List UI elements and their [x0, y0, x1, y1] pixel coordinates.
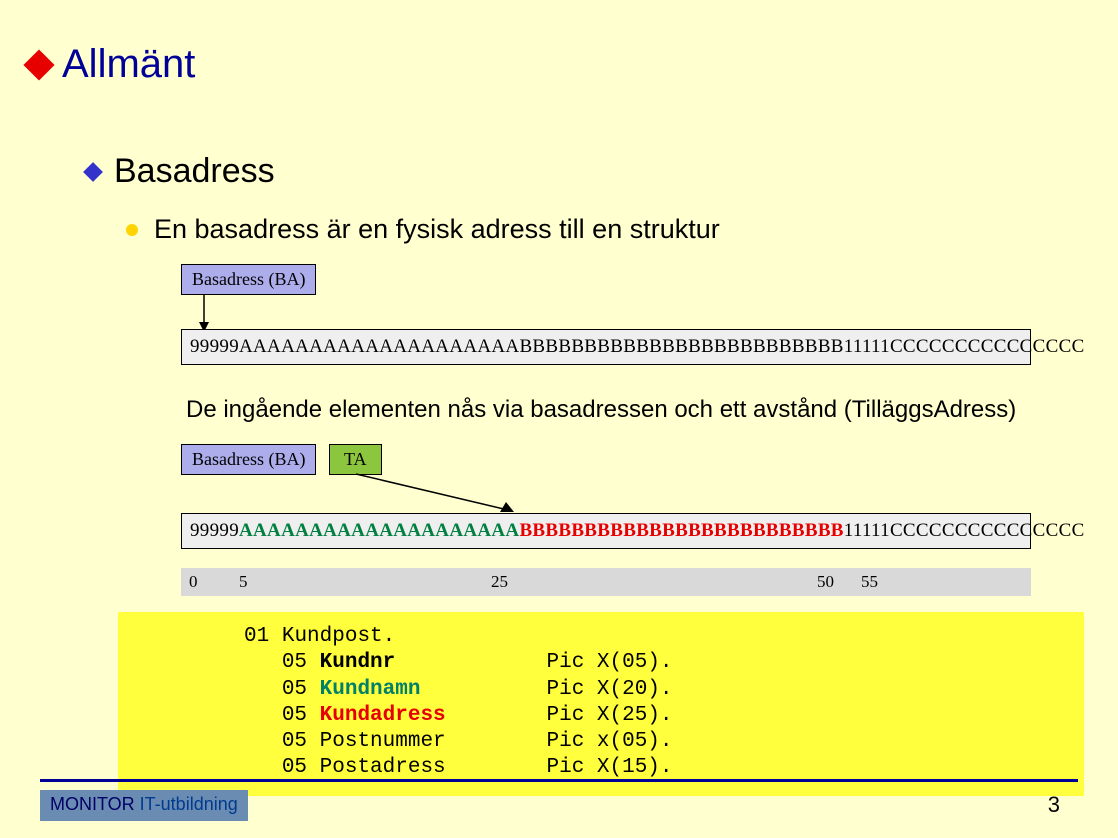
- cobol-l4b: Kundadress: [320, 704, 446, 727]
- footer-brand-2: IT-utbildning: [135, 794, 238, 814]
- bullet-level-1: Basadress: [86, 152, 275, 191]
- offset-ruler: 0 5 25 50 55: [181, 568, 1031, 596]
- footer-rule: [40, 779, 1078, 782]
- cobol-l2c: Pic X(05).: [547, 651, 673, 674]
- page-number: 3: [1048, 792, 1060, 818]
- mem1-seg1: 99999: [190, 336, 239, 357]
- mem1-seg3: BBBBBBBBBBBBBBBBBBBBBBBBB: [519, 336, 843, 357]
- memory-bar-2: 99999AAAAAAAAAAAAAAAAAAAABBBBBBBBBBBBBBB…: [181, 513, 1031, 549]
- arrow-ba-to-memory-icon: [190, 294, 230, 334]
- cobol-l2a: 05: [282, 651, 320, 674]
- mem2-seg3: BBBBBBBBBBBBBBBBBBBBBBBBB: [519, 520, 843, 541]
- mem1-seg4: 11111: [844, 336, 890, 357]
- footer-brand-1: MONITOR: [50, 794, 135, 814]
- mem1-seg5: CCCCCCCCCCCCCCC: [890, 336, 1085, 357]
- cobol-l5a: 05 Postnummer: [282, 730, 446, 753]
- cobol-l4a: 05: [282, 704, 320, 727]
- cobol-l6c: Pic X(15).: [546, 756, 672, 779]
- cobol-l6a: 05 Postadress: [282, 756, 446, 779]
- bullet-1-text: Basadress: [114, 152, 275, 191]
- description-text: De ingående elementen nås via basadresse…: [186, 396, 1016, 424]
- slide: Allmänt Basadress En basadress är en fys…: [0, 0, 1118, 838]
- basadress-box-1: Basadress (BA): [181, 264, 316, 295]
- bullet-2-text: En basadress är en fysisk adress till en…: [154, 214, 720, 245]
- mem2-seg5: CCCCCCCCCCCCCCC: [890, 520, 1085, 541]
- cobol-l3b: Kundnamn: [320, 678, 421, 701]
- ruler-55: 55: [861, 572, 878, 592]
- cobol-code-block: 01 Kundpost. 05 Kundnr Pic X(05). 05 Kun…: [118, 612, 1084, 796]
- dot-yellow-icon: [126, 224, 138, 236]
- mem2-seg4: 11111: [844, 520, 890, 541]
- slide-title: Allmänt: [62, 42, 195, 87]
- slide-title-row: Allmänt: [28, 42, 195, 87]
- cobol-l5c: Pic x(05).: [546, 730, 672, 753]
- diamond-blue-icon: [83, 162, 103, 182]
- cobol-l2b: Kundnr: [320, 651, 396, 674]
- ruler-50: 50: [817, 572, 834, 592]
- cobol-l3a: 05: [282, 678, 320, 701]
- cobol-l4c: Pic X(25).: [547, 704, 673, 727]
- mem1-seg2: AAAAAAAAAAAAAAAAAAAA: [239, 336, 519, 357]
- mem2-seg1: 99999: [190, 520, 239, 541]
- bullet-level-2: En basadress är en fysisk adress till en…: [126, 214, 720, 245]
- ruler-25: 25: [491, 572, 508, 592]
- ruler-5: 5: [239, 572, 248, 592]
- memory-bar-1: 99999AAAAAAAAAAAAAAAAAAAABBBBBBBBBBBBBBB…: [181, 329, 1031, 365]
- ruler-0: 0: [189, 572, 198, 592]
- cobol-l1: 01 Kundpost.: [244, 625, 395, 648]
- mem2-seg2: AAAAAAAAAAAAAAAAAAAA: [239, 520, 519, 541]
- basadress-box-2: Basadress (BA): [181, 444, 316, 475]
- ta-box: TA: [329, 444, 382, 475]
- diamond-red-icon: [23, 49, 54, 80]
- footer-brand: MONITOR IT-utbildning: [40, 790, 248, 821]
- cobol-l3c: Pic X(20).: [547, 678, 673, 701]
